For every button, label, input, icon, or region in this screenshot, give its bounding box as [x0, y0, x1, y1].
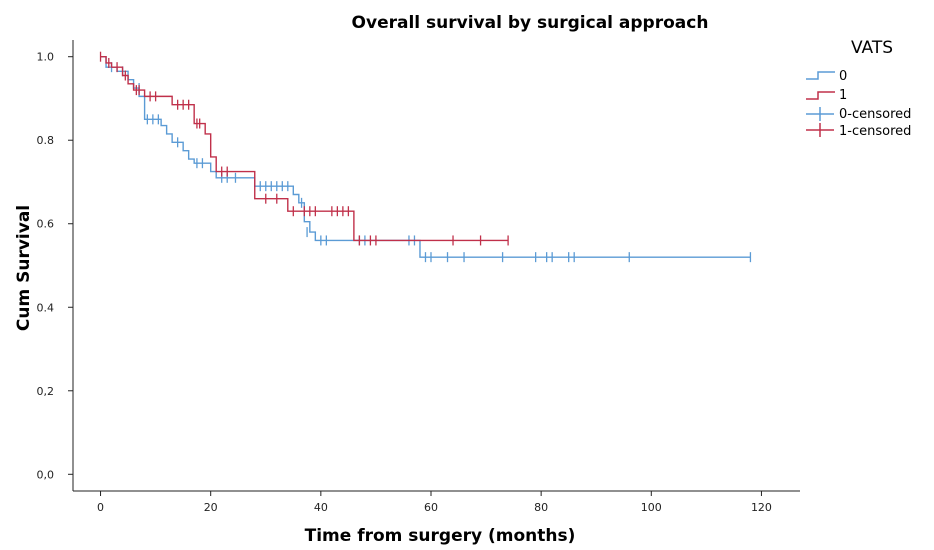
y-tick-label: 0,0	[37, 468, 55, 481]
x-axis-label: Time from surgery (months)	[305, 526, 576, 546]
legend-label-0: 0	[839, 69, 847, 84]
x-tick-label: 0	[97, 501, 104, 514]
x-tick-label: 100	[641, 501, 662, 514]
x-tick-label: 80	[534, 501, 548, 514]
y-tick-label: 0.4	[37, 301, 55, 314]
x-tick-label: 40	[314, 501, 328, 514]
legend-title: VATS	[851, 38, 893, 58]
x-tick-label: 120	[751, 501, 772, 514]
axes	[72, 40, 800, 492]
legend-label-1: 1	[839, 88, 847, 103]
series-layer	[99, 51, 752, 263]
survival-step-line-0	[100, 56, 751, 258]
series-0	[100, 56, 752, 263]
y-ticks: 0,0 0,2 0.4 0.6 0.8 1.0	[37, 51, 73, 481]
legend-swatch-0	[806, 71, 835, 80]
series-1	[99, 51, 509, 246]
legend-swatch-0-censored	[806, 107, 834, 121]
y-axis-label: Cum Survival	[14, 205, 34, 331]
y-tick-label: 0.6	[37, 218, 55, 231]
legend-swatch-1-censored	[806, 123, 834, 137]
legend-swatch-1	[806, 91, 835, 100]
legend-label-1-censored: 1-censored	[839, 124, 911, 139]
x-tick-label: 20	[204, 501, 218, 514]
y-tick-label: 1.0	[37, 51, 55, 64]
y-tick-label: 0.8	[37, 134, 55, 147]
chart-title: Overall survival by surgical approach	[352, 13, 709, 33]
x-ticks: 0 20 40 60 80 100 120	[97, 491, 772, 514]
legend-label-0-censored: 0-censored	[839, 107, 911, 122]
legend: VATS 0 1 0-censored 1-censored	[806, 38, 911, 139]
y-tick-label: 0,2	[37, 385, 55, 398]
x-tick-label: 60	[424, 501, 438, 514]
